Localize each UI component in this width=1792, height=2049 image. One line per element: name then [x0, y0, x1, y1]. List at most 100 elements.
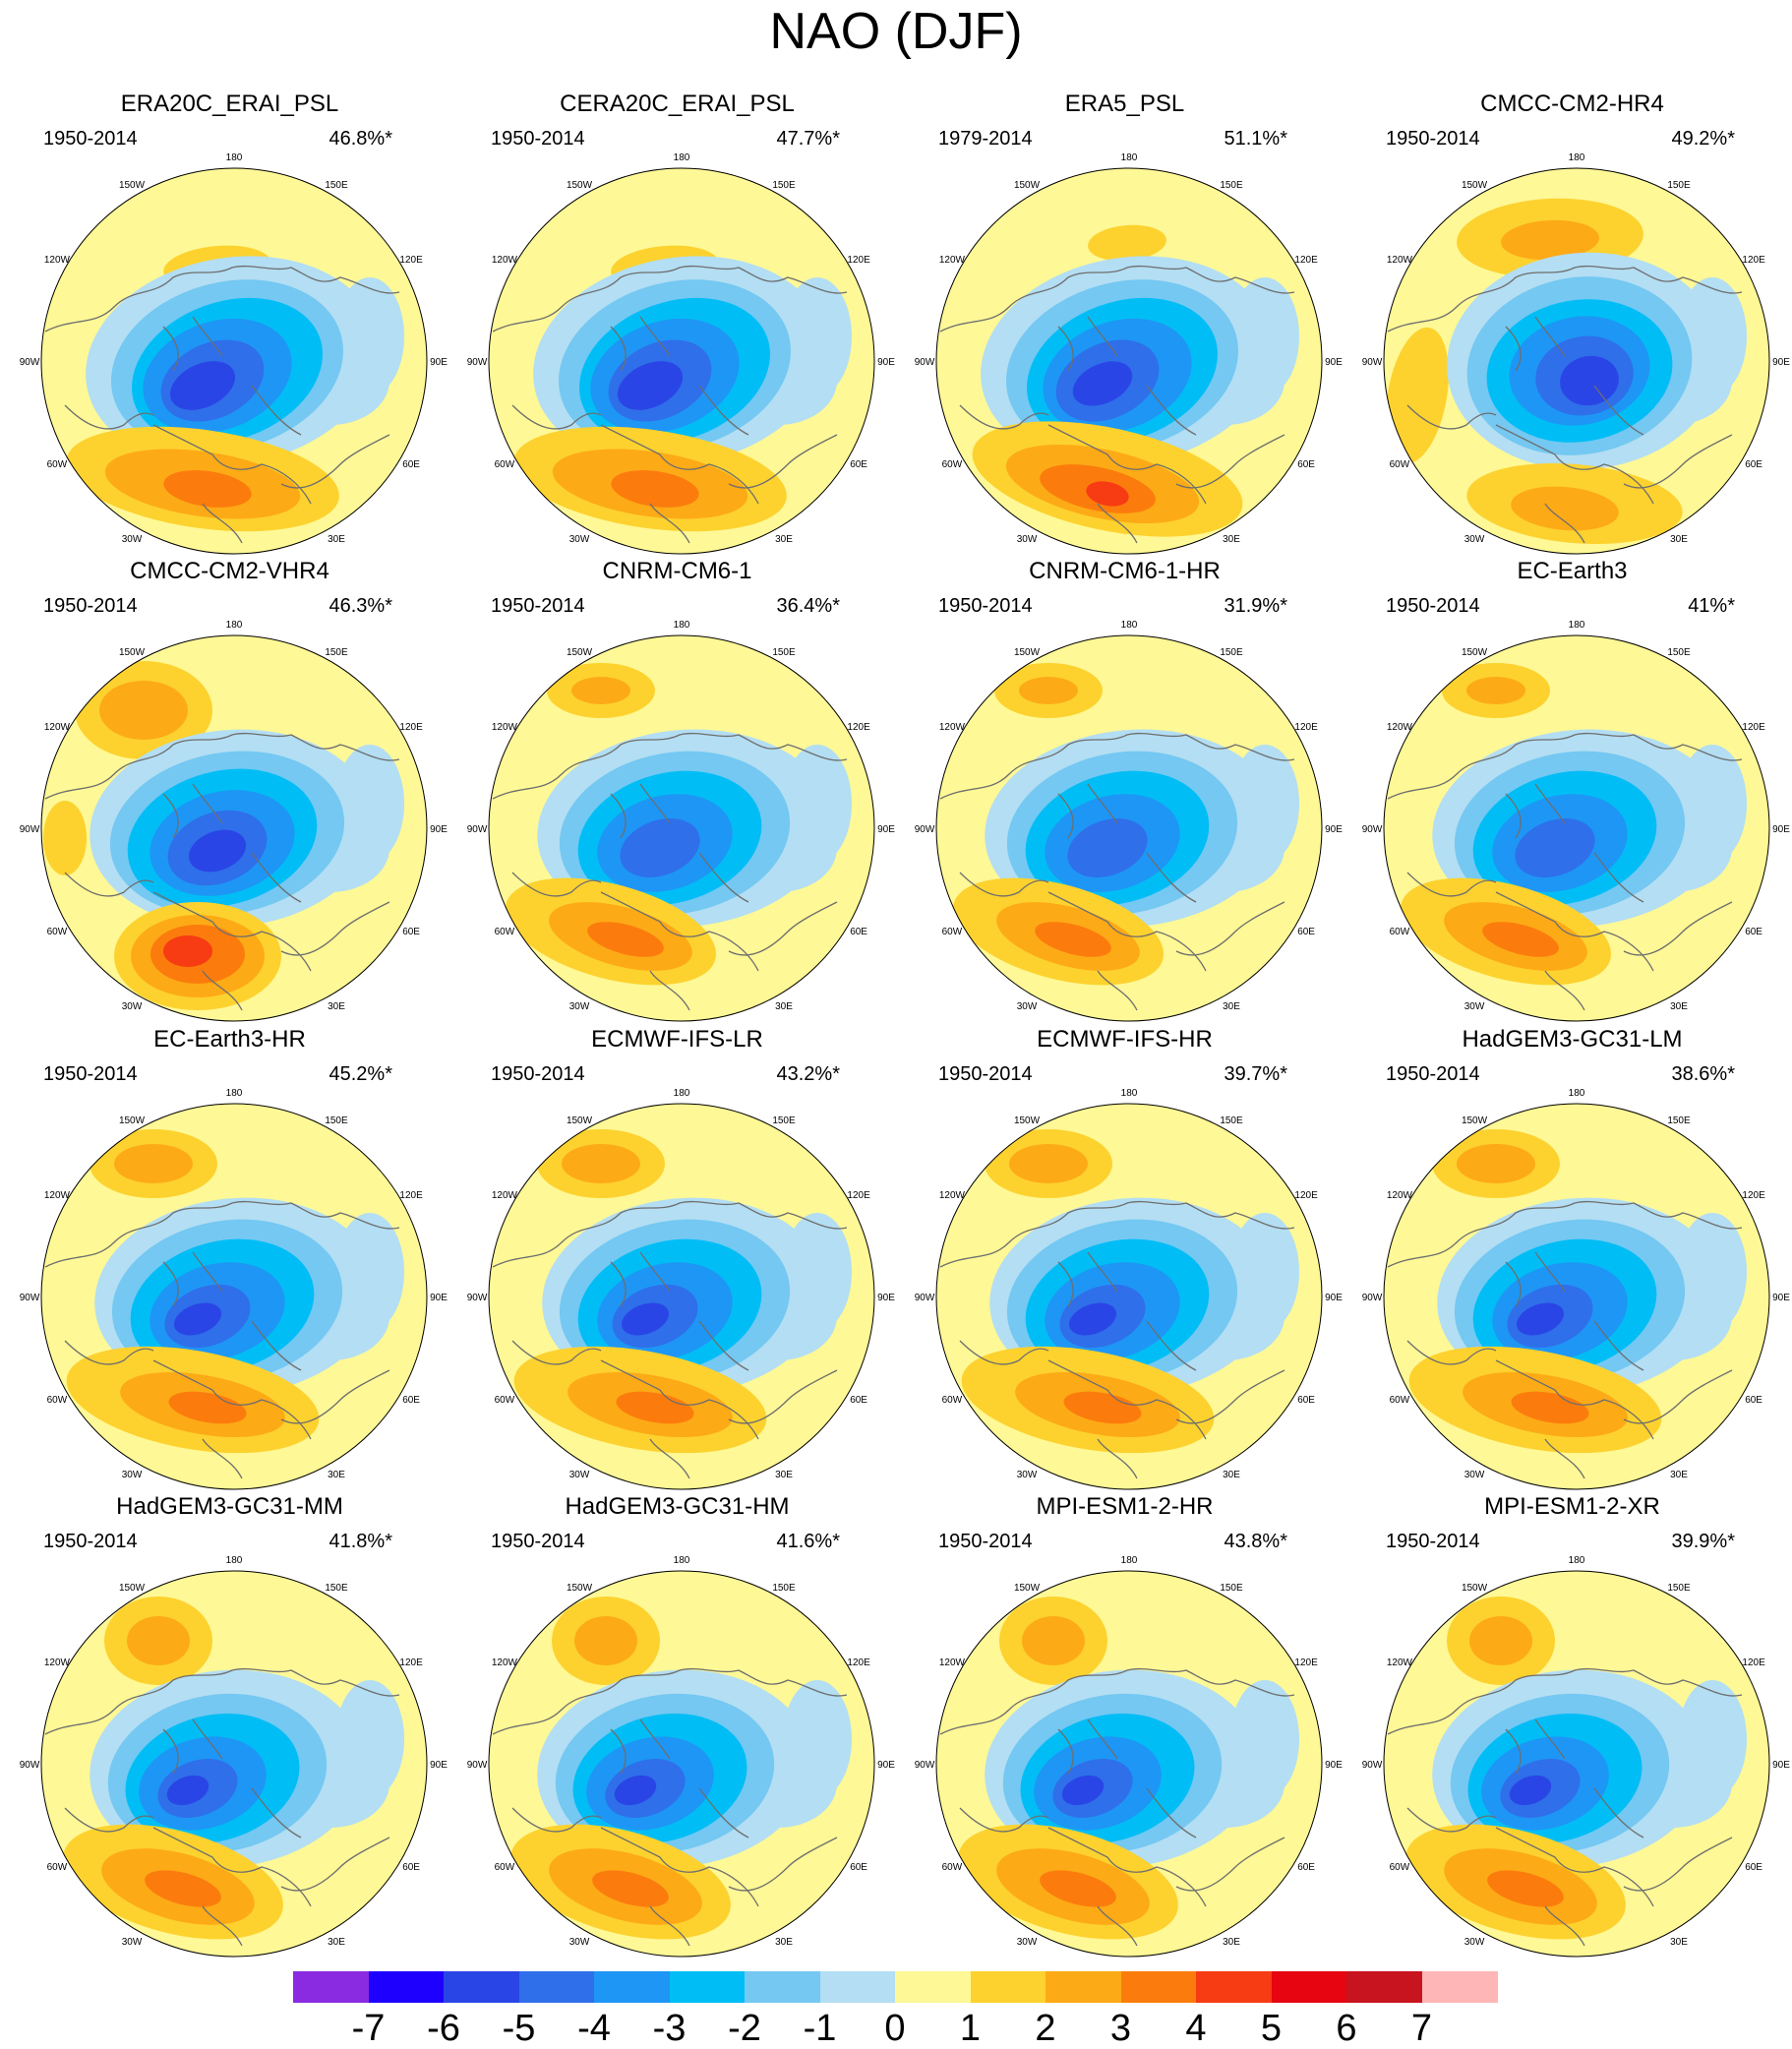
longitude-label: 150W: [119, 1583, 146, 1594]
longitude-label: 150W: [1462, 180, 1488, 191]
longitude-label: 120W: [492, 255, 518, 266]
longitude-label: 30W: [1464, 534, 1485, 545]
contour-band: [587, 922, 664, 957]
longitude-label: 150W: [1014, 1583, 1041, 1594]
map-boundary: [488, 634, 875, 1022]
contour-band: [1466, 677, 1525, 704]
longitude-label: 30E: [1670, 534, 1688, 545]
longitude-label: 30E: [1670, 1001, 1688, 1012]
longitude-label: 90W: [20, 1760, 40, 1771]
longitude-label: 150W: [1462, 647, 1488, 658]
longitude-label: 60W: [942, 927, 963, 937]
contour-band: [1560, 355, 1619, 406]
longitude-label: 60W: [495, 1862, 515, 1873]
colorbar-tick-label: 5: [1260, 2008, 1283, 2049]
colorbar-swatch: [745, 1971, 820, 2003]
longitude-label: 90E: [1325, 1760, 1343, 1771]
longitude-label: 180: [1121, 620, 1138, 631]
longitude-label: 120W: [44, 1190, 71, 1201]
colorbar-swatch: [444, 1971, 519, 2003]
longitude-label: 90E: [1325, 824, 1343, 835]
panel-explained-variance: 46.3%*: [329, 595, 393, 617]
panel-period: 1950-2014: [1386, 595, 1480, 617]
colorbar-tick-label: -3: [652, 2008, 687, 2049]
map-boundary: [488, 1570, 875, 1958]
colorbar-tick-label: 6: [1336, 2008, 1357, 2049]
coastline: [44, 1200, 400, 1479]
map-panel: CNRM-CM6-1-HR 1950-2014 31.9%* 180 150E 120E 9…: [901, 558, 1348, 1025]
longitude-label: 90E: [877, 1760, 895, 1771]
contour-band: [163, 935, 212, 967]
longitude-label: 120W: [1387, 1190, 1413, 1201]
map-panel: ERA20C_ERAI_PSL 1950-2014 46.8%* 180 150E 120…: [6, 90, 453, 558]
panel-title: CNRM-CM6-1: [602, 558, 752, 584]
longitude-label: 60W: [1390, 459, 1410, 470]
panel-title: ERA5_PSL: [1064, 90, 1185, 117]
longitude-label: 60E: [850, 927, 867, 937]
longitude-label: 120W: [939, 1190, 966, 1201]
longitude-label: 120E: [847, 722, 870, 733]
longitude-label: 60E: [402, 1862, 420, 1873]
longitude-label: 60W: [47, 459, 68, 470]
longitude-label: 150E: [325, 1583, 348, 1594]
map-panel: HadGEM3-GC31-LM 1950-2014 38.6%* 180 150E 120…: [1348, 1026, 1792, 1493]
polar-map: 180150E120E90E60E30E030W60W90W120W150W: [20, 620, 448, 1022]
longitude-label: 60W: [47, 927, 68, 937]
panel-title: CERA20C_ERAI_PSL: [560, 90, 795, 117]
map-boundary: [40, 167, 428, 555]
map-boundary: [1383, 634, 1770, 1022]
panel-title: EC-Earth3: [1517, 558, 1628, 584]
contour-band: [614, 1775, 657, 1806]
colorbar-swatch: [819, 1971, 896, 2003]
longitude-label: 150W: [119, 180, 146, 191]
contour-band: [620, 818, 700, 877]
longitude-label: 120E: [847, 255, 870, 266]
panel-explained-variance: 51.1%*: [1224, 128, 1288, 150]
panel-period: 1950-2014: [938, 595, 1033, 617]
colorbar-swatch: [1120, 1971, 1197, 2003]
longitude-label: 150W: [119, 1115, 146, 1126]
longitude-label: 30E: [1223, 1937, 1240, 1948]
panel-explained-variance: 41%*: [1688, 595, 1735, 617]
longitude-label: 60E: [1745, 927, 1762, 937]
polar-map: 180150E120E90E60E30E030W60W90W120W150W: [1362, 1555, 1790, 1958]
map-panel: HadGEM3-GC31-HM 1950-2014 41.6%* 180 150E 120…: [453, 1493, 901, 1960]
colorbar-tick-label: -5: [502, 2008, 536, 2049]
longitude-label: 120E: [1294, 255, 1318, 266]
polar-map: 180150E120E90E60E30E030W60W90W120W150W: [915, 1088, 1343, 1490]
longitude-label: 150E: [772, 647, 796, 658]
polar-map: 180150E120E90E60E30E030W60W90W120W150W: [1362, 1088, 1790, 1490]
longitude-label: 90E: [1325, 357, 1343, 368]
longitude-label: 30W: [122, 1001, 143, 1012]
longitude-label: 90E: [1772, 357, 1790, 368]
panel-explained-variance: 36.4%*: [776, 595, 841, 617]
colorbar-tick-label: 0: [884, 2008, 906, 2049]
longitude-label: 120E: [1742, 1190, 1765, 1201]
colorbar-swatch: [518, 1971, 595, 2003]
colorbar-tick-label: -4: [577, 2008, 611, 2049]
contour-band: [1040, 1870, 1116, 1907]
coastline: [939, 265, 1295, 544]
panel-explained-variance: 38.6%*: [1671, 1063, 1736, 1085]
longitude-label: 180: [1569, 1088, 1585, 1099]
map-boundary: [935, 1103, 1323, 1490]
longitude-label: 150W: [1014, 647, 1041, 658]
map-panel: MPI-ESM1-2-HR 1950-2014 43.8%* 180 150E 120E 9…: [901, 1493, 1348, 1960]
map-panel: CMCC-CM2-VHR4 1950-2014 46.3%* 180 150E 120E 9…: [6, 558, 453, 1025]
panel-title: HadGEM3-GC31-MM: [116, 1493, 343, 1520]
longitude-label: 180: [1569, 152, 1585, 163]
longitude-label: 60W: [47, 1395, 68, 1406]
contour-band: [1511, 1391, 1589, 1424]
polar-map: 180150E120E90E60E30E030W60W90W120W150W: [1362, 620, 1790, 1022]
longitude-label: 120E: [1742, 1657, 1765, 1668]
longitude-label: 30E: [775, 1937, 793, 1948]
longitude-label: 60E: [1297, 1395, 1315, 1406]
colorbar-swatch: [1271, 1971, 1347, 2003]
longitude-label: 180: [674, 620, 690, 631]
longitude-label: 150E: [772, 1583, 796, 1594]
longitude-label: 120W: [44, 722, 71, 733]
panel-period: 1950-2014: [43, 1063, 138, 1085]
longitude-label: 180: [1569, 620, 1585, 631]
coastline: [492, 1667, 848, 1947]
